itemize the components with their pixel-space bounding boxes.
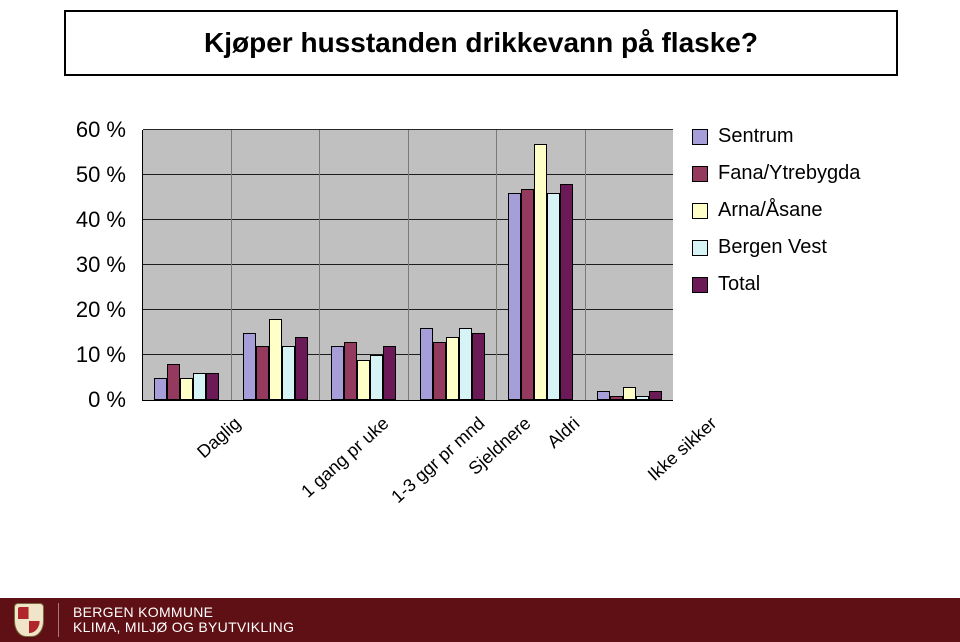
bar [420,328,433,400]
bar [193,373,206,400]
legend: Sentrum Fana/Ytrebygda Arna/Åsane Bergen Ve… [692,125,892,310]
legend-item: Sentrum [692,125,892,148]
footer-divider [58,603,59,637]
legend-label: Bergen Vest [718,236,827,259]
bar [269,319,282,400]
bar [560,184,573,400]
bar [610,396,623,401]
bar [331,346,344,400]
legend-label: Fana/Ytrebygda [718,162,860,185]
bar [383,346,396,400]
bar [256,346,269,400]
y-tick-label: 0 % [88,387,126,413]
legend-item: Bergen Vest [692,236,892,259]
bar [472,333,485,401]
legend-label: Arna/Åsane [718,199,823,222]
y-tick-label: 30 % [76,252,126,278]
bar [649,391,662,400]
footer-line1: BERGEN KOMMUNE [73,605,294,620]
bar [344,342,357,401]
x-tick-label: 1 gang pr uke [297,413,393,502]
bar [508,193,521,400]
bar [446,337,459,400]
bar [243,333,256,401]
bar [521,189,534,401]
bar-group [409,130,498,400]
legend-swatch-icon [692,166,708,182]
x-axis-labels: Daglig1 gang pr uke1-3 ggr pr mndSjeldne… [142,405,672,555]
bar-groups [143,130,673,400]
footer-line2: KLIMA, MILJØ OG BYUTVIKLING [73,620,294,635]
bar [636,396,649,401]
y-tick-label: 20 % [76,297,126,323]
x-tick-label: Daglig [193,413,245,463]
x-tick-label: Aldri [543,413,584,453]
bar-group [232,130,321,400]
bar [357,360,370,401]
legend-label: Total [718,273,760,296]
chart: 0 %10 %20 %30 %40 %50 %60 % Daglig1 gang… [64,110,894,470]
y-tick-label: 60 % [76,117,126,143]
chart-title: Kjøper husstanden drikkevann på flaske? [204,27,758,59]
y-axis: 0 %10 %20 %30 %40 %50 %60 % [64,130,136,400]
legend-swatch-icon [692,277,708,293]
y-tick-label: 50 % [76,162,126,188]
bar [534,144,547,401]
bar-group [143,130,232,400]
bar [597,391,610,400]
plot-area [142,130,673,401]
legend-swatch-icon [692,129,708,145]
bar [295,337,308,400]
footer-text: BERGEN KOMMUNE KLIMA, MILJØ OG BYUTVIKLI… [73,605,294,634]
legend-swatch-icon [692,240,708,256]
y-tick-label: 10 % [76,342,126,368]
slide: Kjøper husstanden drikkevann på flaske? … [0,0,960,642]
legend-swatch-icon [692,203,708,219]
bar [206,373,219,400]
bar [180,378,193,401]
legend-item: Total [692,273,892,296]
bar [459,328,472,400]
bar [623,387,636,401]
bar-group [320,130,409,400]
x-tick-label: Ikke sikker [644,413,721,486]
bar [282,346,295,400]
bar-group [586,130,674,400]
y-tick-label: 40 % [76,207,126,233]
chart-title-box: Kjøper husstanden drikkevann på flaske? [64,10,898,76]
bar [370,355,383,400]
bar [167,364,180,400]
legend-label: Sentrum [718,125,794,148]
bar [154,378,167,401]
legend-item: Fana/Ytrebygda [692,162,892,185]
legend-item: Arna/Åsane [692,199,892,222]
bar [547,193,560,400]
bar [433,342,446,401]
logo-shield-icon [14,603,44,637]
footer-bar: BERGEN KOMMUNE KLIMA, MILJØ OG BYUTVIKLI… [0,598,960,642]
bar-group [497,130,586,400]
